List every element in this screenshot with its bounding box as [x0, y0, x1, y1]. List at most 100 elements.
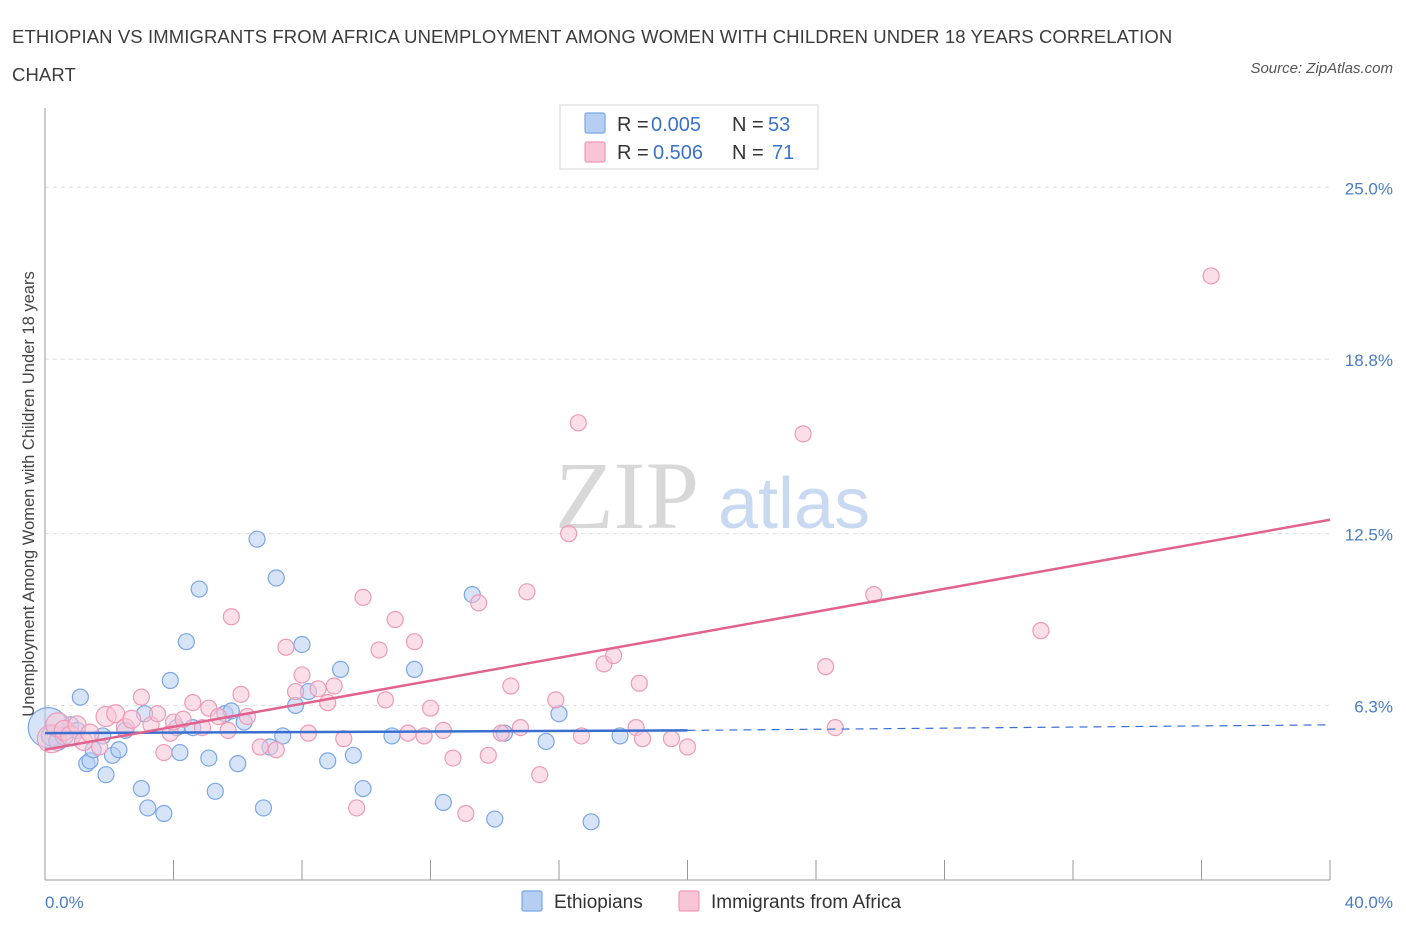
data-point-ethiopians	[161, 671, 179, 690]
series-name-immigrants: Immigrants from Africa	[711, 892, 901, 913]
tick-labels: 6.3% 12.5% 18.8% 25.0% 0.0% 40.0%	[45, 179, 1393, 912]
data-point-immigrants	[386, 610, 404, 629]
data-point-immigrants	[826, 718, 844, 737]
legend-n-value-1: 53	[768, 114, 790, 136]
legend-r-label-2: R =	[617, 142, 649, 164]
points	[27, 267, 1220, 831]
series-swatch-ethiopians	[521, 890, 543, 912]
data-point-immigrants	[155, 743, 173, 762]
data-point-immigrants	[531, 766, 549, 784]
data-point-ethiopians	[190, 580, 208, 598]
data-point-immigrants	[405, 633, 424, 651]
data-point-immigrants	[1202, 267, 1220, 285]
data-point-immigrants	[569, 414, 587, 432]
legend-n-label-1: N =	[732, 114, 764, 136]
trend-line-ethiopians	[44, 729, 688, 735]
grid-lines	[45, 186, 1330, 706]
data-point-immigrants	[293, 666, 311, 684]
legend-n-label-2: N =	[732, 142, 764, 164]
data-point-immigrants	[794, 425, 812, 443]
data-point-ethiopians	[206, 782, 224, 800]
data-point-ethiopians	[405, 660, 424, 679]
watermark-atlas: atlas	[718, 464, 870, 544]
data-point-immigrants	[457, 804, 475, 823]
data-point-ethiopians	[177, 633, 195, 651]
data-point-immigrants	[421, 699, 440, 717]
data-point-ethiopians	[582, 813, 600, 831]
data-point-immigrants	[232, 685, 250, 703]
x-tick-label: 0.0%	[45, 893, 84, 912]
watermark-zip: ZIP	[555, 442, 699, 549]
data-point-immigrants	[817, 658, 835, 676]
data-point-ethiopians	[331, 660, 350, 679]
data-point-ethiopians	[383, 727, 401, 745]
data-point-immigrants	[376, 691, 395, 709]
data-point-ethiopians	[71, 688, 89, 706]
data-point-immigrants	[277, 638, 295, 656]
legend-r-label-1: R =	[617, 114, 649, 136]
data-point-immigrants	[219, 721, 237, 739]
data-point-immigrants	[238, 707, 256, 726]
data-point-ethiopians	[344, 746, 362, 764]
data-point-immigrants	[560, 525, 578, 543]
data-point-immigrants	[348, 799, 366, 817]
legend-r-value-1: 0.005	[651, 114, 701, 136]
trend-lines	[44, 518, 1331, 751]
data-point-ethiopians	[254, 799, 273, 817]
data-point-immigrants	[444, 749, 462, 767]
legend-r-value-2: 0.506	[653, 142, 703, 164]
data-point-immigrants	[511, 718, 530, 737]
data-point-ethiopians	[97, 766, 115, 784]
data-point-immigrants	[184, 694, 202, 712]
data-point-immigrants	[325, 677, 343, 695]
axes	[44, 108, 1331, 881]
data-point-immigrants	[547, 691, 565, 709]
y-tick-label: 18.8%	[1345, 351, 1393, 370]
data-point-immigrants	[399, 724, 417, 742]
watermark: ZIP atlas	[555, 442, 870, 549]
trend-line-extension	[687, 724, 1331, 731]
data-point-immigrants	[492, 724, 510, 742]
trend-line-immigrants	[44, 518, 1331, 751]
data-point-ethiopians	[486, 810, 504, 828]
y-tick-label: 25.0%	[1345, 179, 1393, 198]
data-point-immigrants	[370, 641, 388, 659]
data-point-ethiopians	[139, 799, 157, 817]
data-point-immigrants	[354, 588, 372, 606]
series-swatch-immigrants	[678, 890, 700, 912]
data-point-immigrants	[662, 730, 681, 748]
data-point-ethiopians	[132, 779, 150, 798]
legend-swatch-immigrants	[584, 141, 606, 163]
legend-n-value-2: 71	[772, 142, 794, 164]
series-legend: Ethiopians Immigrants from Africa	[521, 890, 901, 913]
data-point-ethiopians	[171, 743, 189, 762]
y-tick-label: 12.5%	[1345, 526, 1393, 545]
legend-swatch-ethiopians	[584, 112, 606, 134]
data-point-ethiopians	[293, 635, 311, 654]
data-point-immigrants	[470, 594, 488, 612]
data-point-ethiopians	[354, 779, 372, 798]
y-axis-label: Unemployment Among Women with Children U…	[20, 271, 38, 716]
data-point-immigrants	[678, 738, 697, 756]
data-point-immigrants	[148, 705, 167, 723]
data-point-ethiopians	[200, 749, 218, 767]
stats-legend: R = 0.005 N = 53 R = 0.506 N = 71	[559, 104, 819, 170]
chart-title: ETHIOPIAN VS IMMIGRANTS FROM AFRICA UNEM…	[12, 26, 1173, 85]
data-point-immigrants	[222, 608, 240, 626]
data-point-immigrants	[518, 583, 536, 601]
data-point-ethiopians	[110, 741, 128, 759]
data-point-ethiopians	[537, 732, 555, 751]
data-point-immigrants	[633, 730, 652, 748]
data-point-immigrants	[479, 746, 497, 764]
data-point-immigrants	[1032, 622, 1050, 640]
data-point-ethiopians	[267, 569, 285, 587]
data-point-immigrants	[309, 680, 327, 698]
data-point-ethiopians	[155, 804, 173, 823]
y-tick-label: 6.3%	[1354, 697, 1393, 716]
series-name-ethiopians: Ethiopians	[554, 892, 643, 913]
data-point-immigrants	[286, 682, 305, 701]
x-tick-label: 40.0%	[1345, 893, 1393, 912]
data-point-immigrants	[251, 738, 269, 756]
data-point-ethiopians	[248, 530, 266, 548]
